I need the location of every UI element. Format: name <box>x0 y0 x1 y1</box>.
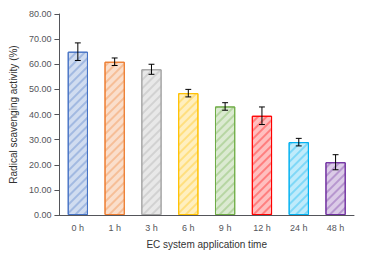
svg-text:50.00: 50.00 <box>29 84 52 94</box>
svg-text:24 h: 24 h <box>290 223 308 233</box>
svg-text:20.00: 20.00 <box>29 160 52 170</box>
svg-text:3 h: 3 h <box>145 223 158 233</box>
svg-text:0.00: 0.00 <box>34 210 52 220</box>
svg-text:40.00: 40.00 <box>29 110 52 120</box>
svg-text:60.00: 60.00 <box>29 59 52 69</box>
svg-text:0 h: 0 h <box>72 223 85 233</box>
svg-text:Radical scavenging activity (%: Radical scavenging activity (%) <box>8 45 19 183</box>
svg-text:80.00: 80.00 <box>29 9 52 19</box>
svg-text:10.00: 10.00 <box>29 185 52 195</box>
svg-text:70.00: 70.00 <box>29 34 52 44</box>
svg-text:1 h: 1 h <box>108 223 121 233</box>
svg-text:6 h: 6 h <box>182 223 195 233</box>
svg-text:9 h: 9 h <box>219 223 232 233</box>
svg-text:48 h: 48 h <box>327 223 345 233</box>
svg-text:30.00: 30.00 <box>29 135 52 145</box>
svg-text:EC system application time: EC system application time <box>146 239 267 250</box>
svg-text:12 h: 12 h <box>253 223 271 233</box>
